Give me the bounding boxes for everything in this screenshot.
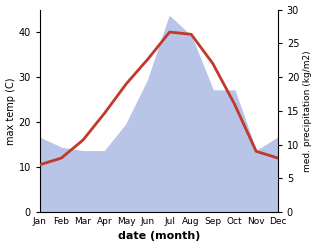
Y-axis label: max temp (C): max temp (C) (5, 77, 16, 144)
X-axis label: date (month): date (month) (118, 231, 200, 242)
Y-axis label: med. precipitation (kg/m2): med. precipitation (kg/m2) (303, 50, 313, 172)
